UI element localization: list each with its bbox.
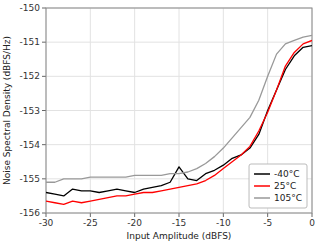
axes: -156-155-154-153-152-151-150-30-25-20-15…	[20, 3, 316, 228]
legend: -40°C 25°C 105°C	[249, 164, 307, 208]
tick-label: -153	[20, 106, 40, 116]
tick	[42, 213, 46, 214]
tick-label: 0	[309, 218, 315, 228]
legend-swatch	[254, 173, 270, 175]
tick	[90, 213, 91, 217]
tick-label: -15	[172, 218, 187, 228]
grid-line	[179, 8, 180, 213]
tick-label: -20	[127, 218, 142, 228]
tick-label: -25	[83, 218, 98, 228]
grid-line	[134, 8, 135, 213]
plot-frame	[46, 8, 312, 213]
tick-label: -156	[20, 208, 41, 218]
tick-label: -152	[20, 71, 40, 81]
tick	[179, 213, 180, 217]
legend-label: 105°C	[274, 193, 302, 203]
tick-label: -30	[39, 218, 54, 228]
legend-swatch	[254, 185, 270, 187]
legend-swatch	[254, 197, 270, 199]
tick-label: -151	[20, 37, 40, 47]
tick-label: -154	[20, 140, 41, 150]
tick	[46, 213, 47, 217]
legend-label: 25°C	[274, 181, 296, 191]
tick	[42, 76, 46, 77]
tick-label: -155	[20, 174, 40, 184]
tick-label: -150	[20, 3, 41, 13]
tick-label: -10	[216, 218, 231, 228]
grid-line	[90, 8, 91, 213]
tick	[42, 42, 46, 43]
tick	[134, 213, 135, 217]
tick	[312, 213, 313, 217]
grid-line	[223, 8, 224, 213]
line	[46, 35, 312, 182]
x-axis-label: Input Amplitude (dBFS)	[127, 231, 232, 241]
tick	[42, 110, 46, 111]
tick	[42, 8, 46, 9]
chart: -156-155-154-153-152-151-150-30-25-20-15…	[0, 0, 322, 243]
tick	[223, 213, 224, 217]
legend-label: -40°C	[274, 169, 299, 179]
tick	[267, 213, 268, 217]
y-axis-label: Noise Spectral Density (dBFS/Hz)	[2, 36, 12, 185]
tick-label: -5	[263, 218, 272, 228]
grid	[46, 8, 312, 213]
tick	[42, 178, 46, 179]
legend-box	[249, 164, 307, 208]
tick	[42, 144, 46, 145]
